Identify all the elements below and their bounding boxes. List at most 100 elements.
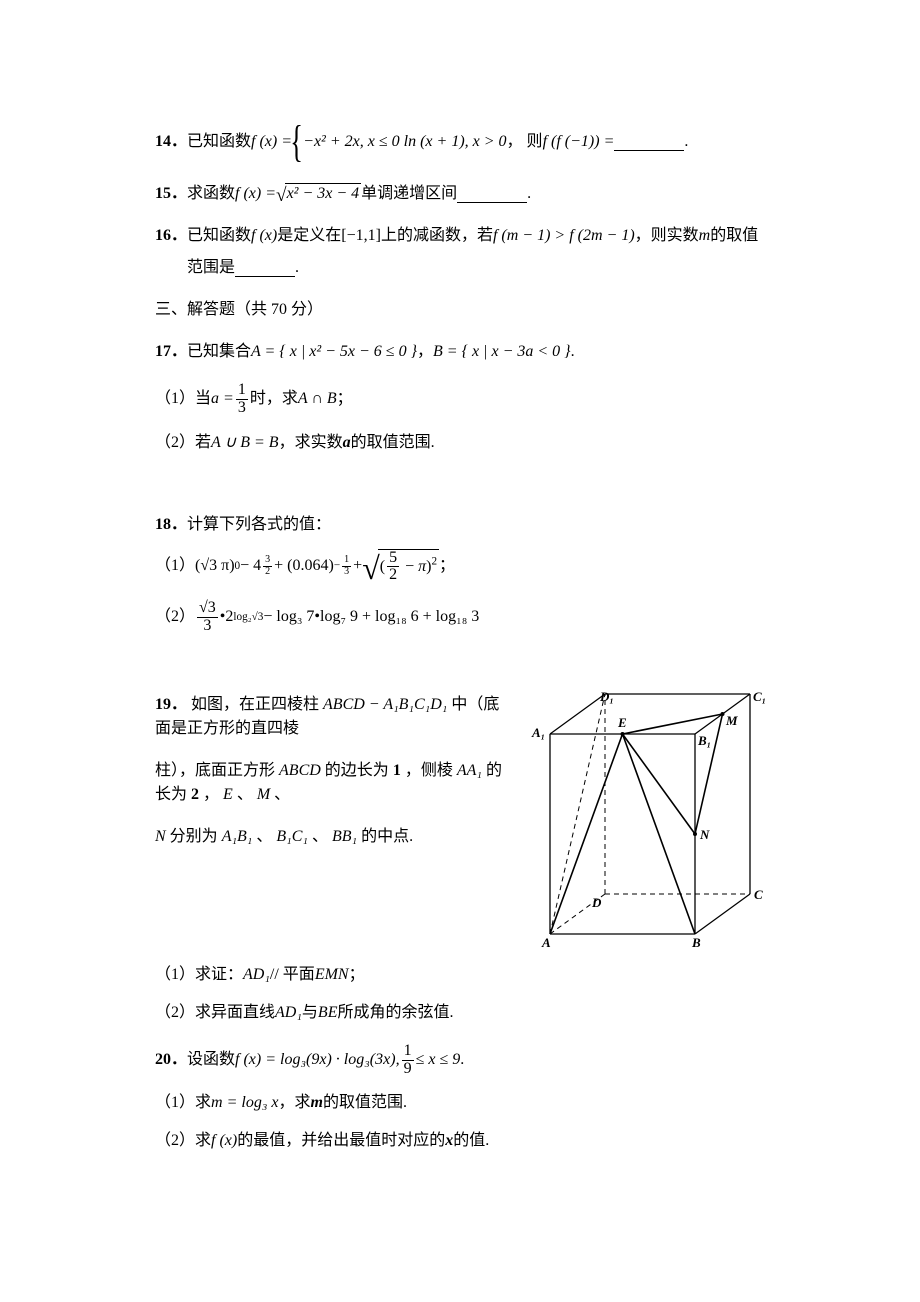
q20-p1a: （1）求 bbox=[155, 1091, 211, 1115]
q18-tail1: ； bbox=[439, 554, 455, 578]
q19-l3d: 、 bbox=[312, 828, 328, 845]
q16-1c: 上的减函数，若 bbox=[381, 224, 493, 248]
q17-pre: 已知集合 bbox=[187, 340, 251, 364]
svg-text:E: E bbox=[617, 715, 627, 730]
brace-icon: { bbox=[290, 120, 303, 164]
q14-ffneg1: f (f (−1)) = bbox=[543, 130, 615, 154]
q18-pre: 计算下列各式的值： bbox=[187, 513, 331, 537]
question-17: 17． 已知集合 A = { x | x² − 5x − 6 ≤ 0 } ， B… bbox=[155, 340, 770, 455]
q17-p2c: 的取值范围. bbox=[351, 431, 435, 455]
q15-rad: x² − 3x − 4 bbox=[285, 183, 362, 205]
q15-pre: 求函数 bbox=[187, 182, 235, 206]
q19-emn: EMN bbox=[315, 963, 349, 987]
question-15: 15． 求函数 f (x) = √ x² − 3x − 4 单调递增区间 . bbox=[155, 182, 770, 206]
q20-tailmain: . bbox=[460, 1048, 464, 1072]
q19-l3c: 、 bbox=[256, 828, 272, 845]
q18-bigsqrt: √ (52 − π)2 bbox=[362, 549, 439, 585]
q19-par: // 平面 bbox=[270, 963, 315, 987]
q18-plus1: + (0.064) bbox=[274, 554, 334, 578]
q17-p2b: ，求实数 bbox=[279, 431, 343, 455]
q14-blank bbox=[614, 134, 684, 151]
q18-inner: (52 − π)2 bbox=[378, 549, 439, 585]
q17-frac: 13 bbox=[236, 382, 248, 417]
q17-eq1: a = bbox=[211, 387, 234, 411]
q19-l1a: 如图，在正四棱柱 bbox=[191, 696, 323, 713]
q20-num: 20． bbox=[155, 1048, 187, 1072]
q16-blank bbox=[235, 260, 295, 277]
q14-p1: −x² + 2x, x ≤ 0 bbox=[303, 133, 399, 150]
q19-figure: A B C D A₁ B₁ C₁ D₁ E M N bbox=[520, 689, 770, 957]
q18-t1a: (√3 π) bbox=[195, 554, 235, 578]
q17-AcapB: A ∩ B bbox=[298, 387, 337, 411]
q19-abcd: ABCD bbox=[279, 762, 321, 779]
q17-B: B = { x | x − 3a < 0 } bbox=[433, 340, 571, 364]
q20-p2a: （2）求 bbox=[155, 1129, 211, 1153]
svg-text:B₁: B₁ bbox=[697, 733, 711, 748]
q18-num: 18． bbox=[155, 513, 187, 537]
q18-t1cexp: −13 bbox=[334, 555, 353, 577]
q19-p2tail: 所成角的余弦值. bbox=[337, 1001, 453, 1025]
q18-p1label: （1） bbox=[155, 554, 195, 578]
svg-text:A: A bbox=[541, 935, 551, 949]
q16-1b: 是定义在 bbox=[277, 224, 341, 248]
q20-p1c: 的取值范围. bbox=[323, 1091, 407, 1115]
q16-m: m bbox=[699, 224, 711, 248]
q20-fx2: f (x) bbox=[211, 1129, 237, 1153]
q19-bb1: BB₁ bbox=[332, 828, 357, 845]
page-root: 14． 已知函数 f (x) = { −x² + 2x, x ≤ 0 ln (x… bbox=[0, 0, 920, 1251]
q19-p1: （1）求证： bbox=[155, 963, 243, 987]
q14-p2: ln (x + 1), x > 0 bbox=[404, 133, 507, 150]
q20-mvar: m bbox=[311, 1091, 323, 1115]
q19-l3b: 分别为 bbox=[170, 828, 222, 845]
q19-num: 19． bbox=[155, 696, 187, 713]
q17-p2a: （2）若 bbox=[155, 431, 211, 455]
q19-text: 19． 如图，在正四棱柱 ABCD − A₁B₁C₁D₁ 中（底面是正方形的直四… bbox=[155, 693, 515, 849]
q19-N: N bbox=[155, 828, 166, 845]
q19-b1c1: B₁C₁ bbox=[276, 828, 308, 845]
q19-a1b1: A₁B₁ bbox=[222, 828, 253, 845]
q15-num: 15． bbox=[155, 182, 187, 206]
q14-pre: 已知函数 bbox=[187, 130, 251, 154]
q19-prism: ABCD − A₁B₁C₁D₁ bbox=[323, 696, 447, 713]
q19-dot1: 、 bbox=[237, 786, 253, 803]
q17-p1b: 时，求 bbox=[250, 387, 298, 411]
q20-m: m = log₃ x bbox=[211, 1091, 278, 1115]
q14-tail: . bbox=[684, 130, 688, 154]
q18-p2label: （2） bbox=[155, 605, 195, 629]
q15-sqrt: √ x² − 3x − 4 bbox=[276, 183, 361, 205]
q19-aa1: AA₁ bbox=[457, 762, 482, 779]
q19-l2b: 的边长为 bbox=[325, 762, 393, 779]
q14-mid: ， 则 bbox=[507, 130, 543, 154]
q16-2a: 范围是 bbox=[187, 256, 235, 280]
q20-p2b: 的最值，并给出最值时对应的 bbox=[237, 1129, 445, 1153]
q14-num: 14． bbox=[155, 130, 187, 154]
q19-be: BE bbox=[318, 1001, 338, 1025]
q19-l2a: 柱），底面正方形 bbox=[155, 762, 279, 779]
q19-p2: （2）求异面直线 bbox=[155, 1001, 275, 1025]
q19-one: 1 bbox=[393, 762, 401, 779]
q19-ad1: AD₁ bbox=[243, 963, 270, 987]
q16-1a: 已知函数 bbox=[187, 224, 251, 248]
q19-with: 与 bbox=[302, 1001, 318, 1025]
q15-fx: f (x) = bbox=[235, 182, 276, 206]
q17-tailmain: . bbox=[571, 340, 575, 364]
question-18: 18． 计算下列各式的值： （1） (√3 π)0 − 4 32 + (0.06… bbox=[155, 513, 770, 635]
q16-ineq: f (m − 1) > f (2m − 1) bbox=[493, 224, 635, 248]
svg-text:N: N bbox=[699, 827, 710, 842]
q18-frac2: √33 bbox=[197, 600, 218, 635]
q14-fx: f (x) = bbox=[251, 130, 292, 154]
q20-frac: 19 bbox=[402, 1043, 414, 1078]
q17-sep: ， bbox=[417, 340, 433, 364]
q17-num: 17． bbox=[155, 340, 187, 364]
q16-interval: [−1,1] bbox=[341, 224, 381, 248]
question-16: 16． 已知函数 f (x) 是定义在 [−1,1] 上的减函数，若 f (m … bbox=[155, 224, 770, 280]
q17-a: a bbox=[343, 431, 351, 455]
q20-x: x bbox=[445, 1129, 453, 1153]
q20-range: ≤ x ≤ 9 bbox=[416, 1048, 461, 1072]
q19-l2e: ， bbox=[203, 786, 223, 803]
q17-p1c: ； bbox=[337, 387, 353, 411]
q17-p1a: （1）当 bbox=[155, 387, 211, 411]
q20-p1b: ，求 bbox=[278, 1091, 310, 1115]
svg-text:B: B bbox=[691, 935, 701, 949]
q15-blank bbox=[457, 186, 527, 203]
